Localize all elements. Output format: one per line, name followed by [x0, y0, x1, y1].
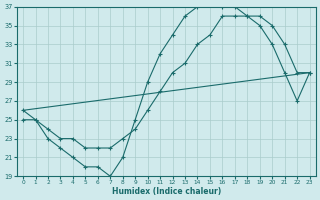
- X-axis label: Humidex (Indice chaleur): Humidex (Indice chaleur): [112, 187, 221, 196]
